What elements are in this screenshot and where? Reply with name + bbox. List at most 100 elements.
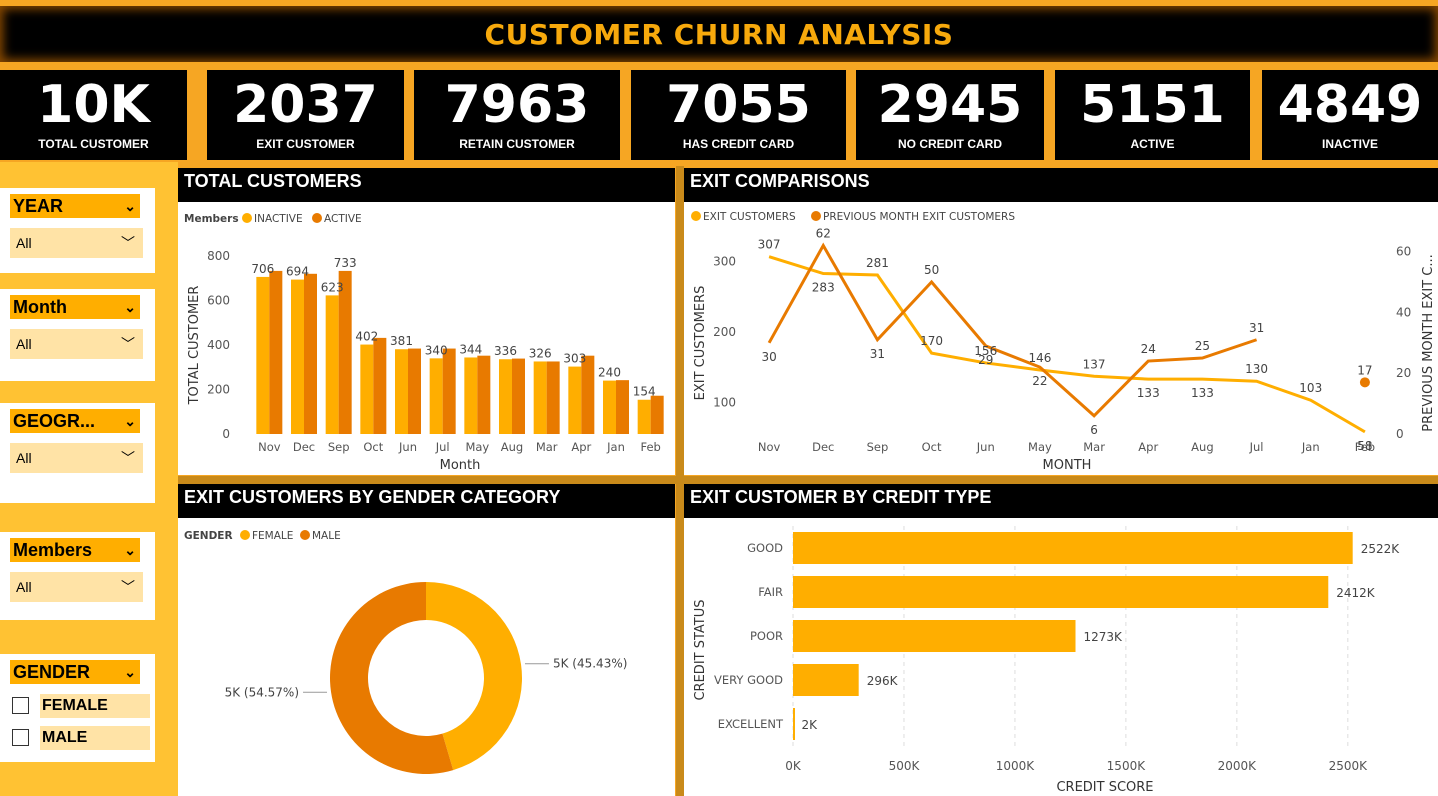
- data-label: 58: [1357, 439, 1372, 453]
- data-label: 62: [816, 227, 831, 241]
- data-label: 29: [978, 353, 993, 367]
- slicer-members: Members ⌄ All ﹀: [0, 532, 155, 620]
- chevron-down-icon[interactable]: ⌄: [124, 413, 136, 429]
- bar-active: [373, 337, 387, 434]
- x-tick-label: Dec: [812, 440, 834, 454]
- bar-very-good: [793, 664, 859, 696]
- y2-tick-label: 20: [1396, 366, 1411, 380]
- slicer-title: GEOGR...: [13, 411, 96, 431]
- slicer-header[interactable]: Members ⌄: [10, 538, 140, 562]
- chevron-down-icon[interactable]: ⌄: [124, 664, 136, 680]
- slicer-title: Month: [13, 297, 67, 317]
- bar-poor: [793, 620, 1076, 652]
- data-label: 281: [866, 256, 889, 270]
- month-dropdown[interactable]: All ﹀: [10, 329, 143, 359]
- data-label: 2412K: [1336, 586, 1376, 600]
- kpi-value: 7055: [666, 75, 811, 135]
- title-bar: CUSTOMER CHURN ANALYSIS: [0, 6, 1438, 62]
- data-label: 156: [974, 344, 997, 358]
- dropdown-value: All: [16, 579, 32, 595]
- x-axis-title: Month: [440, 458, 481, 473]
- chevron-down-icon[interactable]: ﹀: [121, 336, 135, 352]
- data-label: 706: [251, 262, 274, 276]
- kpi-label: NO CREDIT CARD: [898, 137, 1002, 151]
- gender-panel: EXIT CUSTOMERS BY GENDER CATEGORY GENDER…: [178, 484, 675, 796]
- bar-inactive: [256, 276, 270, 434]
- slicer-header[interactable]: GEOGR... ⌄: [10, 409, 140, 433]
- data-label: 2522K: [1361, 542, 1401, 556]
- slicer-header[interactable]: GENDER ⌄: [10, 660, 140, 684]
- x-tick-label: Jun: [976, 440, 995, 454]
- bar-active: [477, 355, 491, 434]
- slicer-header[interactable]: YEAR ⌄: [10, 194, 140, 218]
- bar-inactive: [291, 279, 304, 434]
- year-dropdown[interactable]: All ﹀: [10, 228, 143, 258]
- kpi-inactive: 4849 INACTIVE: [1262, 70, 1438, 160]
- bar-active: [408, 348, 421, 434]
- y-axis-title: TOTAL CUSTOMER: [187, 286, 202, 406]
- total-customers-chart: Members INACTIVE ACTIVE 0 200 400 600 800 TOTAL …: [184, 213, 664, 473]
- kpi-label: HAS CREDIT CARD: [682, 137, 795, 151]
- x-axis-title: CREDIT SCORE: [1056, 780, 1153, 795]
- data-label: 240: [598, 366, 621, 380]
- bar-inactive: [464, 357, 478, 434]
- chevron-down-icon[interactable]: ⌄: [124, 198, 136, 214]
- panel-title: TOTAL CUSTOMERS: [178, 168, 675, 202]
- chevron-down-icon[interactable]: ﹀: [121, 450, 135, 466]
- checkbox-icon[interactable]: [12, 697, 29, 714]
- chevron-down-icon[interactable]: ﹀: [121, 579, 135, 595]
- x-tick-label: Jul: [1249, 440, 1264, 454]
- data-label: 733: [334, 256, 357, 270]
- slicer-gender: GENDER ⌄ FEMALE MALE: [0, 654, 155, 762]
- x-tick-label: Nov: [758, 440, 781, 454]
- x-tick-label: Jan: [606, 440, 625, 454]
- y2-tick-label: 60: [1396, 245, 1411, 259]
- data-label: 402: [355, 330, 378, 344]
- y-tick-label: 100: [713, 395, 736, 409]
- slicer-header[interactable]: Month ⌄: [10, 295, 140, 319]
- members-dropdown[interactable]: All ﹀: [10, 572, 143, 602]
- legend-label: PREVIOUS MONTH EXIT CUSTOMERS: [823, 211, 1015, 223]
- chevron-down-icon[interactable]: ⌄: [124, 542, 136, 558]
- bar-fair: [793, 576, 1329, 608]
- legend-label: MALE: [312, 530, 341, 542]
- kpi-has-credit-card: 7055 HAS CREDIT CARD: [631, 70, 846, 160]
- y2-tick-label: 0: [1396, 427, 1404, 441]
- dropdown-value: All: [16, 235, 32, 251]
- bar-inactive: [395, 349, 408, 434]
- data-label: 283: [812, 281, 835, 295]
- kpi-value: 4849: [1277, 75, 1423, 135]
- legend-label: INACTIVE: [254, 213, 303, 225]
- y-tick-label: VERY GOOD: [714, 673, 783, 687]
- slicer-geography: GEOGR... ⌄ All ﹀: [0, 403, 155, 503]
- legend-marker: [811, 211, 821, 221]
- x-tick-label: 2500K: [1329, 759, 1369, 773]
- x-tick-label: Jul: [435, 440, 450, 454]
- x-tick-label: Mar: [536, 440, 558, 454]
- chevron-down-icon[interactable]: ﹀: [121, 235, 135, 251]
- bar-active: [546, 361, 560, 434]
- bar-active: [512, 358, 525, 434]
- geography-dropdown[interactable]: All ﹀: [10, 443, 143, 473]
- donut-slice-female: [426, 582, 522, 771]
- bar-good: [793, 532, 1353, 564]
- checkbox-icon[interactable]: [12, 729, 29, 746]
- chevron-down-icon[interactable]: ⌄: [124, 299, 136, 315]
- gender-option-male[interactable]: MALE: [12, 726, 152, 750]
- dropdown-value: All: [16, 450, 32, 466]
- credit-type-panel: EXIT CUSTOMER BY CREDIT TYPE 0K 500K 1000K…: [684, 484, 1438, 796]
- data-label: 31: [1249, 321, 1264, 335]
- x-tick-label: Aug: [1191, 440, 1213, 454]
- data-label: 326: [529, 346, 552, 360]
- data-label: 381: [390, 334, 413, 348]
- data-label: 130: [1245, 362, 1268, 376]
- kpi-label: TOTAL CUSTOMER: [38, 137, 149, 151]
- x-tick-label: Apr: [1138, 440, 1158, 454]
- point-previous-month-exit: [1359, 377, 1370, 388]
- x-tick-label: Feb: [1355, 440, 1375, 454]
- gender-option-female[interactable]: FEMALE: [12, 694, 152, 718]
- y-tick-label: GOOD: [747, 541, 783, 555]
- x-tick-label: Jun: [398, 440, 417, 454]
- data-label: 133: [1137, 386, 1160, 400]
- x-tick-label: Oct: [922, 440, 942, 454]
